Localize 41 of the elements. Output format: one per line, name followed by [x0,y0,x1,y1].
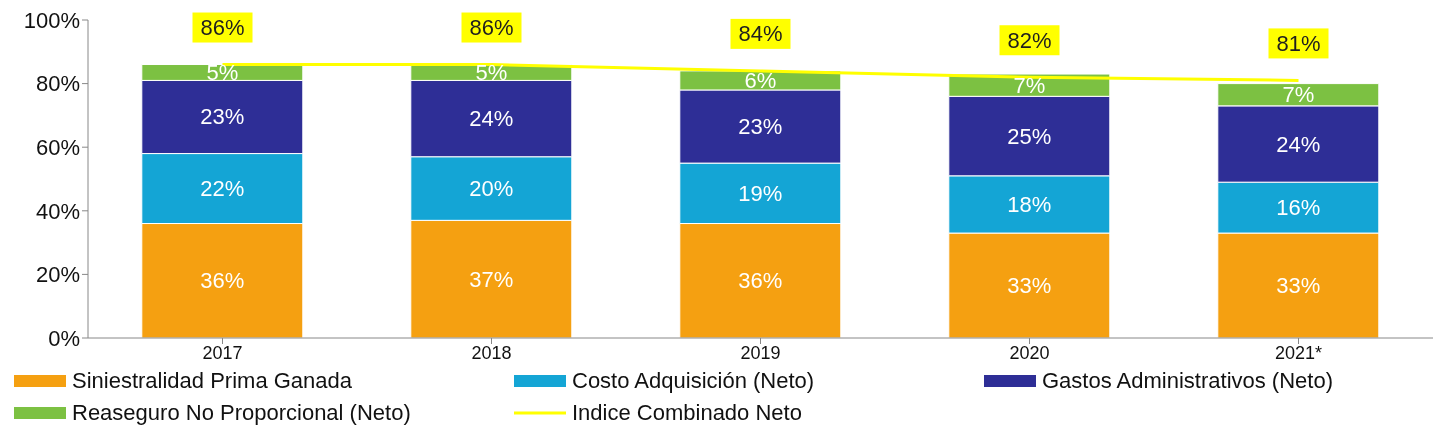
x-tick-label: 2018 [471,342,512,363]
data-label: 24% [469,106,514,132]
data-label: 7% [1282,82,1315,108]
data-label: 18% [1007,191,1052,217]
data-label: 7% [1013,72,1046,98]
x-tick-label: 2020 [1009,342,1050,363]
y-tick-label: 0% [48,325,80,351]
data-label: 5% [475,59,508,85]
data-label: 16% [1276,195,1321,221]
y-tick-label: 100% [23,7,80,33]
data-label: 23% [738,114,783,140]
data-label: 19% [738,180,783,206]
data-label: 25% [1007,123,1052,149]
data-label: 24% [1276,131,1321,157]
data-label: 86% [469,15,514,41]
y-tick-label: 40% [35,198,80,224]
data-label: 82% [1007,27,1052,53]
data-label: 33% [1007,273,1052,299]
data-label: 33% [1276,273,1321,299]
data-label: 23% [200,104,245,130]
data-label: 36% [200,268,245,294]
data-label: 36% [738,268,783,294]
data-label: 81% [1276,30,1321,56]
legend-label: Costo Adquisición (Neto) [572,368,815,394]
legend-label: Siniestralidad Prima Ganada [72,368,353,394]
legend-label: Indice Combinado Neto [572,400,802,426]
data-label: 84% [738,21,783,47]
legend-label: Reaseguro No Proporcional (Neto) [72,400,411,426]
data-label: 22% [200,176,245,202]
x-tick-label: 2017 [202,342,243,363]
x-tick-label: 2021* [1274,342,1323,363]
data-label: 86% [200,15,245,41]
data-label: 37% [469,266,514,292]
y-tick-label: 60% [35,135,80,161]
y-tick-label: 20% [35,262,80,288]
legend-label: Gastos Administrativos (Neto) [1042,368,1333,394]
x-tick-label: 2019 [740,342,781,363]
y-tick-label: 80% [35,71,80,97]
data-label: 20% [469,176,514,202]
data-label: 6% [744,67,777,93]
data-label: 5% [206,59,239,85]
